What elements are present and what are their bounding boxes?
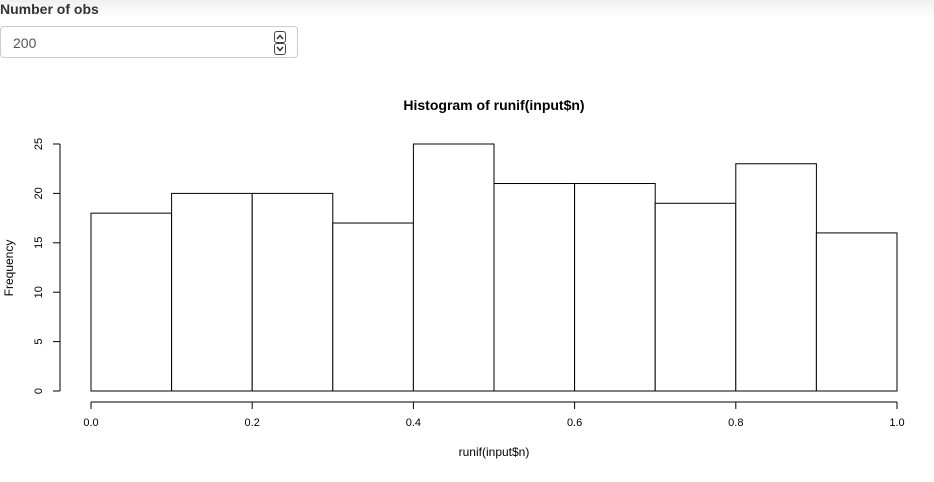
histogram-bar-2 <box>251 192 334 392</box>
histogram-bar-1 <box>171 192 253 392</box>
histogram-bars <box>90 143 898 392</box>
y-axis: 0 5 10 15 20 25 <box>33 138 61 394</box>
y-tick-label: 15 <box>33 237 45 249</box>
histogram-bar-0 <box>90 212 173 392</box>
y-tick-label: 0 <box>33 388 45 394</box>
y-tick-label: 20 <box>33 187 45 199</box>
x-tick-label: 0.4 <box>406 417 421 429</box>
x-axis-label: runif(input$n) <box>459 445 530 459</box>
top-shade <box>0 0 934 18</box>
x-tick-label: 0.6 <box>567 417 582 429</box>
number-of-obs-input[interactable]: 200 <box>0 26 298 58</box>
x-tick-label: 0.8 <box>728 417 743 429</box>
histogram-bar-6 <box>574 183 656 392</box>
x-tick-label: 0.2 <box>245 417 260 429</box>
histogram-bar-5 <box>493 183 576 392</box>
y-tick-label: 10 <box>33 286 45 298</box>
y-tick-label: 5 <box>33 339 45 345</box>
stepper-up-icon[interactable] <box>274 31 286 43</box>
histogram-bar-9 <box>815 232 898 392</box>
stepper-down-icon[interactable] <box>274 43 286 55</box>
histogram-bar-7 <box>654 202 737 392</box>
histogram-bar-3 <box>332 222 414 392</box>
chart-title: Histogram of runif(input$n) <box>403 97 584 113</box>
x-tick-label: 0.0 <box>83 417 98 429</box>
number-of-obs-value[interactable]: 200 <box>13 35 37 51</box>
histogram-bar-8 <box>735 163 817 392</box>
number-stepper[interactable] <box>274 31 286 55</box>
y-axis-label: Frequency <box>2 240 16 297</box>
x-tick-label: 1.0 <box>889 417 904 429</box>
histogram-chart: Histogram of runif(input$n) 0 5 10 15 20 25 0… <box>2 97 905 459</box>
number-of-obs-label: Number of obs <box>0 1 99 17</box>
histogram-bar-4 <box>412 143 495 392</box>
x-axis: 0.0 0.2 0.4 0.6 0.8 1.0 <box>83 401 905 429</box>
y-tick-label: 25 <box>33 138 45 150</box>
